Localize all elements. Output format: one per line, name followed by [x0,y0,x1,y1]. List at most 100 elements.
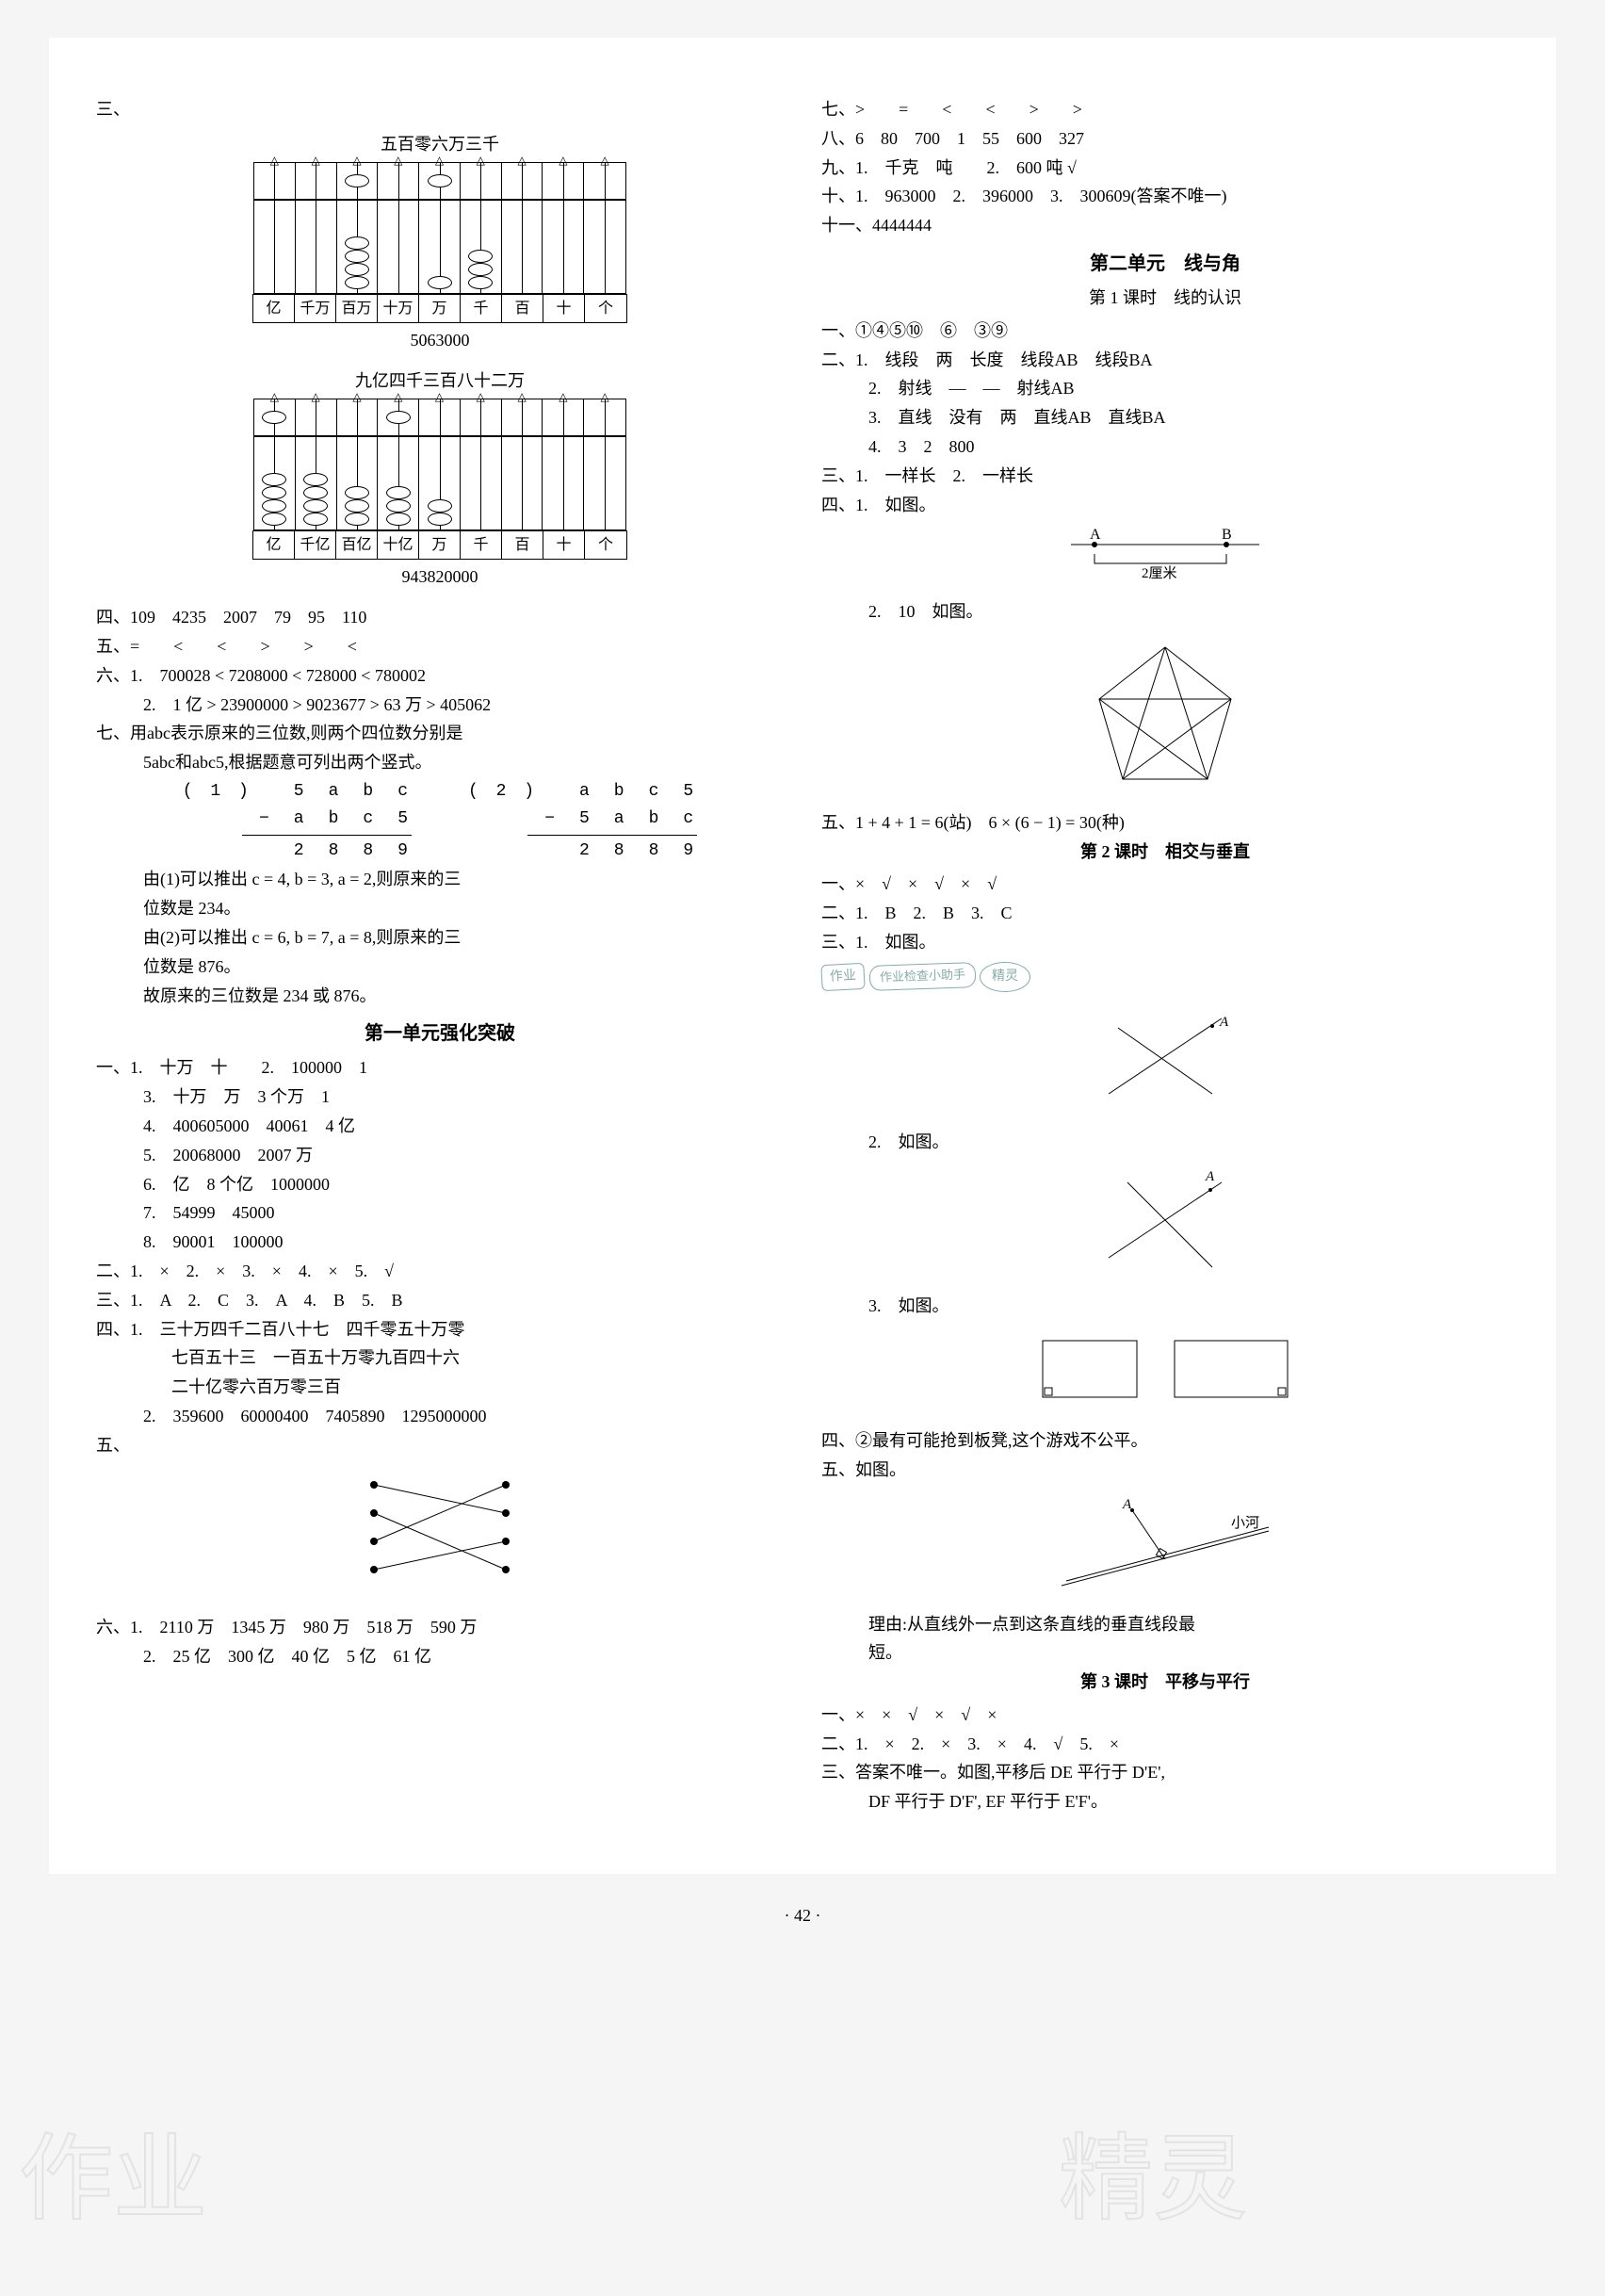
place-label: 万 [419,531,461,560]
q4: 四、109 4235 2007 79 95 110 [96,604,784,631]
pentagon-svg [1080,633,1250,793]
s3: 三、1. A 2. C 3. A 4. B 5. B [96,1287,784,1314]
s4-1b: 七百五十三 一百五十万零九百四十六 [96,1344,784,1372]
place-label: 千亿 [295,531,336,560]
l2-5c: 短。 [821,1639,1509,1667]
matching-fig [96,1466,784,1606]
l2-3-2: 2. 如图。 [821,1129,1509,1156]
q7-a: 七、用abc表示原来的三位数,则两个四位数分别是 [96,720,784,747]
place-label: 十 [543,531,585,560]
calc-2: ( 2 ) a b c 5 − 5 a b c 2 8 8 9 [468,778,697,864]
s1-6: 6. 亿 8 个亿 1000000 [96,1171,784,1198]
u2-2-3: 3. 直线 没有 两 直线AB 直线BA [821,404,1509,432]
svg-text:作业: 作业 [19,2127,207,2232]
pentagon-fig [821,633,1509,802]
l2-1: 一、× √ × √ × √ [821,871,1509,898]
l3-1: 一、× × √ × √ × [821,1702,1509,1729]
place-label: 千 [461,531,502,560]
s1-3: 3. 十万 万 3 个万 1 [96,1083,784,1111]
q7-d2: 位数是 876。 [96,953,784,981]
l3-3a: 三、答案不唯一。如图,平移后 DE 平行于 D'E', [821,1759,1509,1786]
abacus-1-number: 5063000 [96,327,784,354]
r9: 九、1. 千克 吨 2. 600 吨 √ [821,155,1509,182]
page: 三、 五百零六万三千 △ △ △ △ △ △ △ [49,38,1556,1874]
place-label: 亿 [253,531,295,560]
place-label: 百万 [336,295,378,323]
r11: 十一、4444444 [821,212,1509,239]
s1-1: 一、1. 十万 十 2. 100000 1 [96,1054,784,1082]
place-label: 个 [585,531,626,560]
seg-len-label: 2厘米 [1142,565,1177,581]
q5: 五、= < < > > < [96,633,784,660]
river-fig: A 小河 [821,1491,1509,1604]
abacus-2-places: 亿 千亿 百亿 十亿 万 千 百 十 个 [252,530,627,561]
abacus-2-rods: △ △ △ △ △ △ △ △ [253,399,626,530]
place-label: 亿 [253,295,295,323]
l2-5b: 理由:从直线外一点到这条直线的垂直线段最 [821,1611,1509,1638]
svg-text:小河: 小河 [1231,1515,1259,1531]
q3-label: 三、 [96,96,784,123]
q6-2: 2. 1 亿 > 23900000 > 9023677 > 63 万 > 405… [96,692,784,719]
calc-1-minus: − a b c 5 [183,806,412,833]
abacus-2-number: 943820000 [96,563,784,591]
calc-2-top: ( 2 ) a b c 5 [468,778,697,806]
seg-B-label: B [1222,527,1232,543]
left-column: 三、 五百零六万三千 △ △ △ △ △ △ △ [96,94,784,1817]
svg-text:A: A [1219,1015,1229,1030]
place-label: 百亿 [336,531,378,560]
u2-1: 一、①④⑤⑩ ⑥ ③⑨ [821,318,1509,345]
q7-d: 由(2)可以推出 c = 6, b = 7, a = 8,则原来的三 [96,924,784,952]
svg-text:精灵: 精灵 [1059,2127,1247,2232]
u2-2-2: 2. 射线 — — 射线AB [821,375,1509,402]
place-label: 十 [543,295,585,323]
cross-svg-2: A [1090,1164,1240,1277]
s1-8: 8. 90001 100000 [96,1229,784,1256]
place-label: 个 [585,295,626,323]
l2-5: 五、如图。 [821,1457,1509,1484]
watermark-right: 精灵 [1040,2108,1605,2258]
l2-4: 四、②最有可能抢到板凳,这个游戏不公平。 [821,1427,1509,1455]
cross-svg-1: A [1090,1000,1240,1113]
q7-b: 5abc和abc5,根据题意可列出两个竖式。 [96,749,784,776]
place-label: 千万 [295,295,336,323]
rect-svg [1024,1327,1306,1411]
abacus-1: 五百零六万三千 △ △ △ △ △ △ △ △ △ [96,131,784,354]
right-column: 七、> = < < > > 八、6 80 700 1 55 600 327 九、… [821,94,1509,1817]
u2-3: 三、1. 一样长 2. 一样长 [821,463,1509,490]
unit2-title: 第二单元 线与角 [821,249,1509,279]
calc-2-res: 2 8 8 9 [468,838,697,865]
seg-A-label: A [1090,527,1101,543]
wm-3: 精灵 [992,969,1018,984]
calc-1-top: ( 1 ) 5 a b c [183,778,412,806]
u2-4-1: 四、1. 如图。 [821,492,1509,519]
wm-1: 作业 [829,966,856,988]
section-1-title: 第一单元强化突破 [96,1018,784,1049]
place-label: 十亿 [378,531,419,560]
u2-2-1: 二、1. 线段 两 长度 线段AB 线段BA [821,347,1509,374]
q7-c: 由(1)可以推出 c = 4, b = 3, a = 2,则原来的三 [96,866,784,893]
segment-fig: A B 2厘米 [821,526,1509,591]
s1-5: 5. 20068000 2007 万 [96,1142,784,1169]
s4-2: 2. 359600 60000400 7405890 1295000000 [96,1403,784,1430]
place-label: 百 [502,531,543,560]
calc-1: ( 1 ) 5 a b c − a b c 5 2 8 8 9 [183,778,412,864]
u2-l3-title: 第 3 课时 平移与平行 [821,1669,1509,1696]
place-label: 万 [419,295,461,323]
s2: 二、1. × 2. × 3. × 4. × 5. √ [96,1258,784,1285]
u2-5: 五、1 + 4 + 1 = 6(站) 6 × (6 − 1) = 30(种) [821,809,1509,837]
s6-1: 六、1. 2110 万 1345 万 980 万 518 万 590 万 [96,1614,784,1641]
abacus-1-places: 亿 千万 百万 十万 万 千 百 十 个 [252,294,627,324]
abacus-2: 九亿四千三百八十二万 △ △ △ △ △ [96,367,784,591]
calc-2-minus: − 5 a b c [468,806,697,833]
watermark-left: 作业 [0,2108,565,2258]
q7-e: 故原来的三位数是 234 或 876。 [96,983,784,1010]
segment-svg: A B 2厘米 [1043,526,1288,582]
u2-2-4: 4. 3 2 800 [821,433,1509,461]
l3-2: 二、1. × 2. × 3. × 4. √ 5. × [821,1731,1509,1758]
r10: 十、1. 963000 2. 396000 3. 300609(答案不唯一) [821,183,1509,210]
s4-1: 四、1. 三十万四千二百八十七 四千零五十万零 [96,1316,784,1343]
page-number: · 42 · [19,1902,1586,1930]
abacus-1-rods: △ △ △ △ △ △ △ △ △ [253,162,626,294]
s6-2: 2. 25 亿 300 亿 40 亿 5 亿 61 亿 [96,1643,784,1670]
u2-4-2: 2. 10 如图。 [821,598,1509,626]
